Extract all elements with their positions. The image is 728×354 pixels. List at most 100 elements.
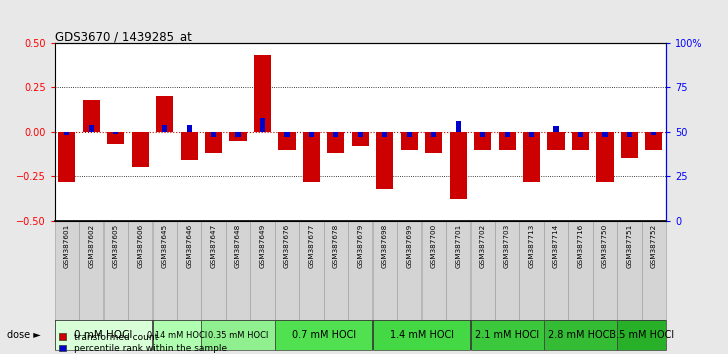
Bar <box>523 132 540 182</box>
FancyBboxPatch shape <box>544 221 568 320</box>
Text: GSM387601: GSM387601 <box>64 224 70 268</box>
Bar <box>303 132 320 182</box>
FancyBboxPatch shape <box>569 221 593 320</box>
FancyBboxPatch shape <box>55 320 152 350</box>
Bar <box>474 132 491 150</box>
Bar <box>309 132 314 137</box>
Bar <box>357 132 363 137</box>
Text: GSM387605: GSM387605 <box>113 224 119 268</box>
Text: 3.5 mM HOCl: 3.5 mM HOCl <box>609 330 673 340</box>
Text: GSM387677: GSM387677 <box>309 224 314 268</box>
FancyBboxPatch shape <box>373 320 470 350</box>
Bar <box>627 132 632 137</box>
Bar <box>425 132 443 153</box>
Bar <box>285 132 290 137</box>
Bar <box>596 132 614 182</box>
Bar <box>89 125 94 132</box>
Bar <box>645 132 662 150</box>
Bar <box>211 132 216 137</box>
Bar <box>83 100 100 132</box>
Text: dose ►: dose ► <box>7 330 41 340</box>
Text: GSM387602: GSM387602 <box>88 224 95 268</box>
FancyBboxPatch shape <box>202 320 274 350</box>
Bar <box>107 132 124 144</box>
Bar <box>499 132 515 150</box>
FancyBboxPatch shape <box>397 221 422 320</box>
FancyBboxPatch shape <box>446 221 470 320</box>
FancyBboxPatch shape <box>422 221 446 320</box>
Text: GSM387647: GSM387647 <box>210 224 217 268</box>
Bar <box>186 125 191 132</box>
Bar <box>278 132 296 150</box>
Bar <box>113 132 119 133</box>
Text: GSM387701: GSM387701 <box>455 224 462 268</box>
FancyBboxPatch shape <box>544 320 617 350</box>
Bar <box>64 132 69 135</box>
Text: GSM387645: GSM387645 <box>162 224 167 268</box>
Bar <box>376 132 393 189</box>
Text: GSM387649: GSM387649 <box>259 224 266 268</box>
FancyBboxPatch shape <box>617 221 641 320</box>
Bar <box>333 132 339 137</box>
Bar <box>431 132 436 137</box>
Text: GSM387646: GSM387646 <box>186 224 192 268</box>
FancyBboxPatch shape <box>373 221 397 320</box>
Text: GSM387752: GSM387752 <box>651 224 657 268</box>
FancyBboxPatch shape <box>324 221 348 320</box>
Bar <box>254 55 271 132</box>
Bar <box>352 132 369 146</box>
Bar <box>602 132 608 137</box>
Bar <box>156 96 173 132</box>
FancyBboxPatch shape <box>55 221 79 320</box>
Bar <box>553 126 558 132</box>
Text: 2.8 mM HOCl: 2.8 mM HOCl <box>548 330 612 340</box>
FancyBboxPatch shape <box>250 221 274 320</box>
Bar <box>132 132 149 167</box>
Bar <box>547 132 565 150</box>
Bar <box>205 132 222 153</box>
Bar <box>162 125 167 132</box>
Text: GSM387751: GSM387751 <box>626 224 633 268</box>
FancyBboxPatch shape <box>642 221 666 320</box>
FancyBboxPatch shape <box>226 221 250 320</box>
Bar <box>450 132 467 199</box>
Text: 0.35 mM HOCl: 0.35 mM HOCl <box>208 331 268 340</box>
FancyBboxPatch shape <box>275 221 299 320</box>
Bar <box>529 132 534 137</box>
Bar <box>572 132 589 150</box>
FancyBboxPatch shape <box>153 320 201 350</box>
Text: GSM387714: GSM387714 <box>553 224 559 268</box>
FancyBboxPatch shape <box>177 221 201 320</box>
FancyBboxPatch shape <box>299 221 323 320</box>
Text: GDS3670 / 1439285_at: GDS3670 / 1439285_at <box>55 30 191 43</box>
FancyBboxPatch shape <box>495 221 519 320</box>
Bar <box>407 132 412 137</box>
Text: 1.4 mM HOCl: 1.4 mM HOCl <box>389 330 454 340</box>
FancyBboxPatch shape <box>103 221 128 320</box>
FancyBboxPatch shape <box>593 221 617 320</box>
Bar <box>235 132 241 137</box>
Text: GSM387678: GSM387678 <box>333 224 339 268</box>
Text: GSM387702: GSM387702 <box>480 224 486 268</box>
Bar <box>260 118 265 132</box>
FancyBboxPatch shape <box>79 221 103 320</box>
Text: GSM387698: GSM387698 <box>381 224 388 268</box>
FancyBboxPatch shape <box>470 320 544 350</box>
Text: GSM387700: GSM387700 <box>431 224 437 268</box>
Text: GSM387750: GSM387750 <box>602 224 608 268</box>
Bar <box>505 132 510 137</box>
Text: 0.14 mM HOCl: 0.14 mM HOCl <box>147 331 207 340</box>
FancyBboxPatch shape <box>520 221 544 320</box>
Text: GSM387699: GSM387699 <box>406 224 412 268</box>
Text: GSM387679: GSM387679 <box>357 224 363 268</box>
Legend: transformed count, percentile rank within the sample: transformed count, percentile rank withi… <box>59 333 226 353</box>
Bar <box>652 132 657 135</box>
Text: GSM387716: GSM387716 <box>577 224 584 268</box>
Text: 0 mM HOCl: 0 mM HOCl <box>74 330 132 340</box>
FancyBboxPatch shape <box>153 221 177 320</box>
Text: GSM387703: GSM387703 <box>504 224 510 268</box>
Bar <box>58 132 76 182</box>
Bar <box>456 121 461 132</box>
Text: GSM387648: GSM387648 <box>235 224 241 268</box>
Text: GSM387676: GSM387676 <box>284 224 290 268</box>
